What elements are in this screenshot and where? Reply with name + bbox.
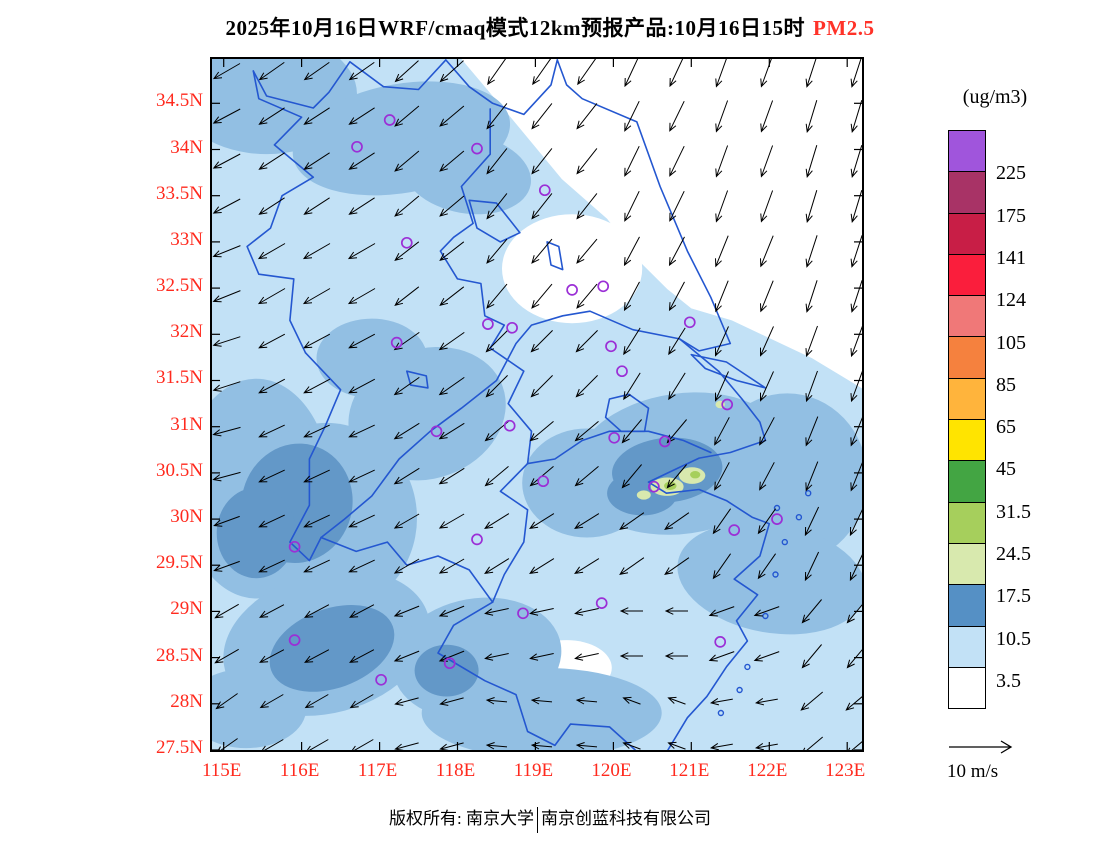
lon-label-122E: 122E bbox=[747, 760, 788, 781]
title-main: 2025年10月16日WRF/cmaq模式12km预报产品:10月16日15时 bbox=[225, 16, 806, 40]
colorbar-label-65: 65 bbox=[996, 416, 1016, 439]
footer-right: 南京创蓝科技有限公司 bbox=[540, 809, 711, 828]
lat-label-31N: 31N bbox=[170, 413, 203, 435]
colorbar-box-8 bbox=[948, 460, 986, 503]
colorbar-box-11 bbox=[948, 584, 986, 627]
colorbar-label-225: 225 bbox=[996, 162, 1026, 185]
colorbar-label-124: 124 bbox=[996, 289, 1026, 312]
lat-label-30N: 30N bbox=[170, 506, 203, 528]
forecast-map-frame bbox=[210, 57, 864, 752]
colorbar-box-2 bbox=[948, 212, 986, 255]
lon-label-123E: 123E bbox=[825, 760, 866, 781]
colorbar-box-0 bbox=[948, 130, 986, 173]
lat-label-28N: 28N bbox=[170, 690, 203, 712]
colorbar-box-9 bbox=[948, 501, 986, 544]
page-title: 2025年10月16日WRF/cmaq模式12km预报产品:10月16日15时 P… bbox=[0, 12, 1100, 42]
colorbar bbox=[948, 130, 986, 710]
colorbar-label-45: 45 bbox=[996, 458, 1016, 481]
lon-label-117E: 117E bbox=[357, 760, 398, 781]
colorbar-label-105: 105 bbox=[996, 331, 1026, 354]
colorbar-label-85: 85 bbox=[996, 373, 1016, 396]
colorbar-box-4 bbox=[948, 295, 986, 338]
colorbar-label-17.5: 17.5 bbox=[996, 585, 1031, 608]
colorbar-label-24.5: 24.5 bbox=[996, 543, 1031, 565]
footer-divider bbox=[536, 807, 538, 834]
colorbar-box-3 bbox=[948, 253, 986, 297]
lat-label-34.5N: 34.5N bbox=[156, 90, 203, 112]
lon-label-119E: 119E bbox=[513, 760, 554, 781]
lat-label-34N: 34N bbox=[170, 136, 203, 158]
colorbar-box-1 bbox=[948, 171, 986, 214]
lat-label-33N: 33N bbox=[170, 228, 203, 250]
lon-label-115E: 115E bbox=[201, 760, 242, 781]
lon-label-120E: 120E bbox=[591, 760, 632, 781]
colorbar-label-10.5: 10.5 bbox=[996, 627, 1031, 650]
colorbar-units-label: (ug/m3) bbox=[962, 86, 1028, 108]
lat-label-30.5N: 30.5N bbox=[156, 459, 203, 481]
forecast-map bbox=[212, 59, 862, 750]
colorbar-box-10 bbox=[948, 542, 986, 586]
wind-scale-legend: 10 m/s bbox=[945, 736, 1075, 783]
lat-label-29N: 29N bbox=[170, 598, 203, 620]
lon-label-116E: 116E bbox=[279, 760, 320, 781]
colorbar-label-3.5: 3.5 bbox=[996, 669, 1021, 692]
wind-scale-arrow-icon bbox=[949, 740, 1013, 754]
colorbar-box-5 bbox=[948, 336, 986, 379]
copyright-footer: 版权所有: 南京大学 南京创蓝科技有限公司 bbox=[0, 804, 1100, 834]
lat-label-32.5N: 32.5N bbox=[156, 275, 203, 297]
colorbar-label-31.5: 31.5 bbox=[996, 500, 1031, 523]
footer-left: 版权所有: 南京大学 bbox=[389, 809, 534, 828]
colorbar-label-175: 175 bbox=[996, 204, 1026, 227]
lat-label-31.5N: 31.5N bbox=[156, 367, 203, 389]
lon-label-118E: 118E bbox=[435, 760, 476, 781]
lat-label-29.5N: 29.5N bbox=[156, 552, 203, 574]
lat-label-33.5N: 33.5N bbox=[156, 182, 203, 204]
lon-label-121E: 121E bbox=[669, 760, 710, 781]
wind-scale-label: 10 m/s bbox=[947, 761, 999, 782]
colorbar-box-12 bbox=[948, 625, 986, 668]
title-pollutant: PM2.5 bbox=[813, 16, 875, 40]
colorbar-label-141: 141 bbox=[996, 246, 1026, 269]
colorbar-box-7 bbox=[948, 419, 986, 462]
lat-label-27.5N: 27.5N bbox=[156, 737, 203, 758]
lat-label-28.5N: 28.5N bbox=[156, 644, 203, 666]
colorbar-box-13 bbox=[948, 666, 986, 710]
colorbar-box-6 bbox=[948, 377, 986, 421]
lat-label-32N: 32N bbox=[170, 321, 203, 343]
